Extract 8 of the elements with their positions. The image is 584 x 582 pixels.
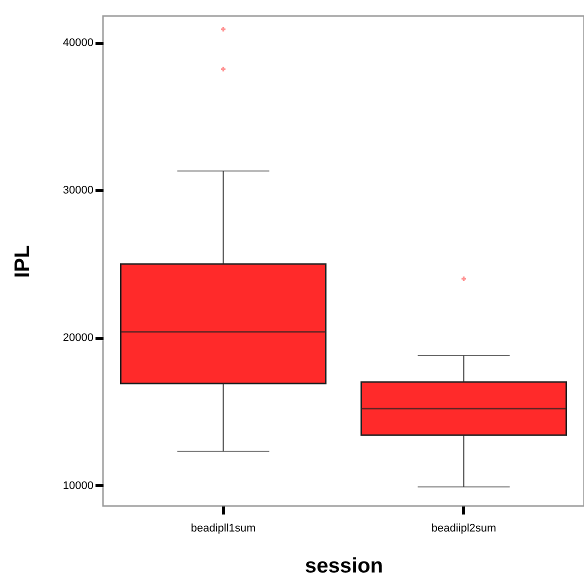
- y-tick-label: 30000: [62, 184, 94, 197]
- y-tick-label: 10000: [62, 480, 94, 492]
- x-tick-label: beadiipl2sum: [431, 522, 496, 534]
- x-axis-title: session: [304, 554, 384, 578]
- x-tick-label: beadipll1sum: [190, 522, 256, 534]
- y-axis-title: IPL: [10, 244, 34, 278]
- y-tick-label: 40000: [62, 37, 94, 50]
- y-tick-label: 20000: [62, 332, 94, 344]
